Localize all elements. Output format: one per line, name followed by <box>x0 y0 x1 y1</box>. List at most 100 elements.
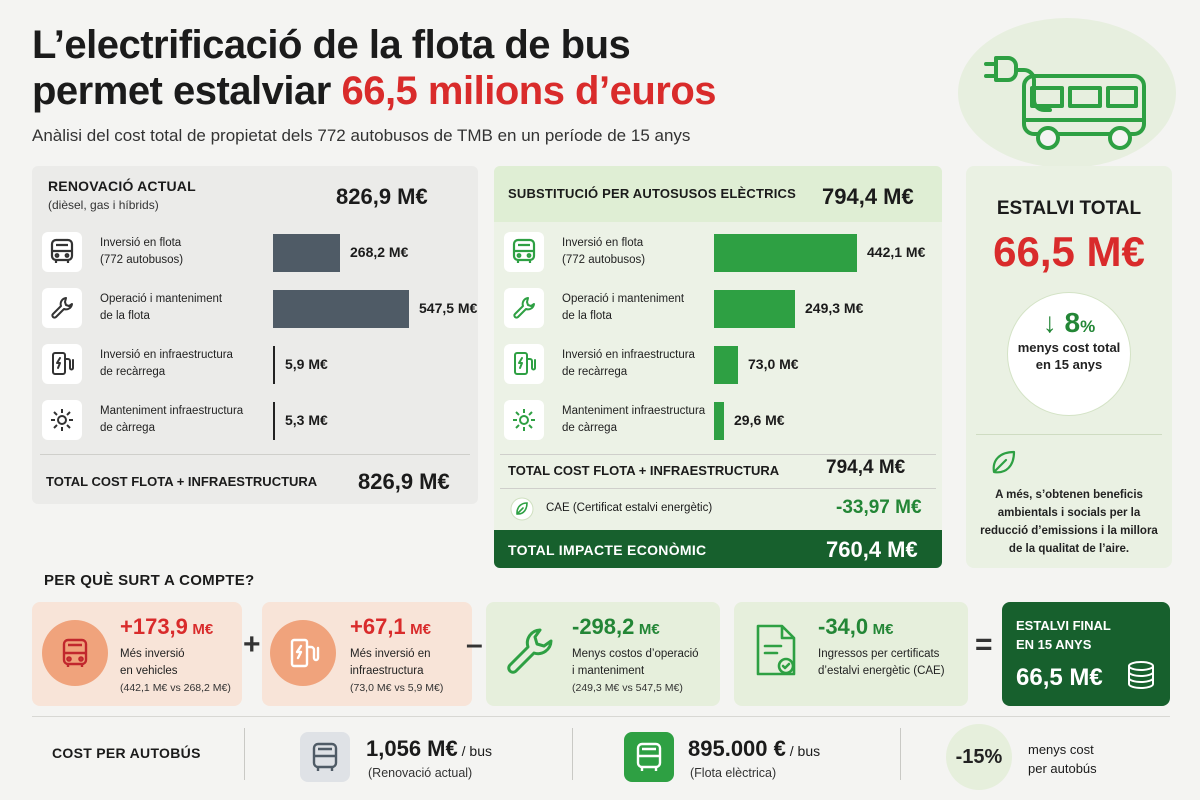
final-savings-label: ESTALVI FINAL EN 15 ANYS <box>1016 616 1111 654</box>
cost-per-bus-label: COST PER AUTOBÚS <box>52 745 201 761</box>
per-bus-text: menys cost per autobús <box>1028 740 1097 778</box>
coins-icon <box>1128 661 1154 689</box>
cost-row-value: 73,0 M€ <box>748 356 799 372</box>
cost-row-value: 249,3 M€ <box>805 300 864 316</box>
cae-label: CAE (Certificat estalvi energètic) <box>546 502 713 514</box>
card-2-note: (73,0 M€ vs 5,9 M€) <box>350 682 444 694</box>
cost-row-label-line1: Manteniment infraestructura <box>100 405 244 417</box>
cost-row-label-line2: de recàrrega <box>562 366 628 378</box>
charger-icon <box>290 638 320 668</box>
page-subtitle: Anàlisi del cost total de propietat dels… <box>32 126 691 145</box>
card-4-line1: Ingressos per certificats <box>818 648 940 660</box>
gear-icon <box>42 400 82 440</box>
hero-background <box>958 18 1176 168</box>
card-4-line2: d’estalvi energètic (CAE) <box>818 665 945 677</box>
card-2-unit: M€ <box>410 621 431 638</box>
mid-divider <box>500 454 936 455</box>
cost-bar <box>714 290 795 328</box>
cost-bar <box>273 234 340 272</box>
total-impact-bar <box>494 530 942 568</box>
savings-percent: 8 <box>1064 307 1081 338</box>
cost-row-label-line2: (772 autobusos) <box>100 254 184 266</box>
cost-row-value: 442,1 M€ <box>867 244 926 260</box>
cost-row-label-line1: Operació i manteniment <box>562 293 685 305</box>
cost-row-label-line2: (772 autobusos) <box>562 254 646 266</box>
savings-value: 66,5 M€ <box>993 228 1145 275</box>
card-2-number: +67,1 <box>350 614 406 639</box>
cost-bar <box>273 290 409 328</box>
left-divider <box>40 454 470 455</box>
cost-row-label: Inversió en flota (772 autobusos) <box>100 235 270 269</box>
cost-row-label-line1: Inversió en infraestructura <box>100 349 233 361</box>
card-3-line2: i manteniment <box>572 665 645 677</box>
cost-row-label-line1: Operació i manteniment <box>100 293 223 305</box>
left-total-row-label: TOTAL COST FLOTA + INFRAESTRUCTURA <box>46 474 318 489</box>
card-2-line1: Més inversió en <box>350 648 431 660</box>
cost-row-label: Manteniment infraestructura de càrrega <box>562 403 732 437</box>
card-2-value: +67,1 M€ <box>350 614 431 640</box>
title-highlight: 66,5 milions d’euros <box>341 69 717 113</box>
savings-percent-line1: menys cost total <box>1017 340 1121 355</box>
current-renewal-panel <box>32 166 478 504</box>
arrow-down-icon: ↓ <box>1042 307 1065 338</box>
current-bus-icon-box <box>300 732 350 782</box>
cost-row-label-line1: Manteniment infraestructura <box>562 405 706 417</box>
current-cost-value: 1,056 M€ <box>366 736 458 761</box>
cost-row-label: Inversió en flota (772 autobusos) <box>562 235 732 269</box>
bus-icon <box>312 742 338 771</box>
left-panel-total: 826,9 M€ <box>336 184 428 209</box>
bottom-sep-2 <box>572 728 573 780</box>
leaf-icon <box>510 497 534 521</box>
card-4-unit: M€ <box>872 621 894 638</box>
title-line-2: permet estalviar 66,5 milions d’euros <box>32 68 717 114</box>
final-line1: ESTALVI FINAL <box>1016 618 1111 633</box>
electric-cost-unit: / bus <box>785 743 821 759</box>
card-operation-savings <box>486 602 720 706</box>
cost-row-value: 5,9 M€ <box>285 356 328 372</box>
cost-row-label-line1: Inversió en infraestructura <box>562 349 695 361</box>
left-panel-title: RENOVACIÓ ACTUAL <box>48 178 196 194</box>
cost-row-label-line2: de la flota <box>100 310 150 322</box>
cost-row-label-line2: de recàrrega <box>100 366 166 378</box>
card-1-desc: Més inversió en vehicles <box>120 646 185 680</box>
cost-row-label: Inversió en infraestructura de recàrrega <box>562 347 732 381</box>
cost-row-label-line2: de càrrega <box>100 422 155 434</box>
mid-panel-title: SUBSTITUCIÓ PER AUTOSUSOS ELÈCTRICS <box>508 186 796 201</box>
mid-panel-header <box>494 166 942 222</box>
card-1-value: +173,9 M€ <box>120 614 213 640</box>
minus-operator: – <box>466 628 483 661</box>
card-4-value: -34,0 M€ <box>818 614 893 640</box>
cost-row-label-line1: Inversió en flota <box>562 237 644 249</box>
cost-bar <box>273 346 275 384</box>
current-cost-unit: / bus <box>457 743 492 759</box>
current-cost-line: 1,056 M€ / bus <box>366 736 492 762</box>
electric-cost-line: 895.000 € / bus <box>688 736 820 762</box>
cost-bar <box>714 346 738 384</box>
left-panel-subtitle: (dièsel, gas i híbrids) <box>48 198 159 212</box>
wrench-icon <box>42 288 82 328</box>
leaf-icon <box>992 450 1016 474</box>
page-title: L’electrificació de la flota de bus perm… <box>32 22 717 114</box>
plus-operator: + <box>243 628 261 661</box>
charger-icon <box>42 344 82 384</box>
bottom-sep-1 <box>244 728 245 780</box>
right-divider <box>976 434 1162 435</box>
cost-row-value: 29,6 M€ <box>734 412 785 428</box>
cost-bar <box>714 402 724 440</box>
electric-cost-value: 895.000 € <box>688 736 786 761</box>
bus-icon <box>62 638 88 667</box>
card-3-value: -298,2 M€ <box>572 614 660 640</box>
card-1-note: (442,1 M€ vs 268,2 M€) <box>120 682 231 694</box>
why-title: PER QUÈ SURT A COMPTE? <box>44 572 255 589</box>
card-4-number: -34,0 <box>818 614 869 639</box>
bus-icon <box>636 742 662 771</box>
mid-divider-2 <box>500 488 936 489</box>
charger-icon <box>504 344 544 384</box>
cost-row-value: 547,5 M€ <box>419 300 478 316</box>
savings-percent-badge: ↓ 8% menys cost total en 15 anys <box>1007 292 1131 416</box>
per-bus-line1: menys cost <box>1028 742 1094 757</box>
card-1-line1: Més inversió <box>120 648 185 660</box>
cost-row-label: Operació i manteniment de la flota <box>562 291 732 325</box>
extra-benefits-text: A més, s’obtenen beneficis ambientals i … <box>980 489 1158 555</box>
cost-bar <box>714 234 857 272</box>
